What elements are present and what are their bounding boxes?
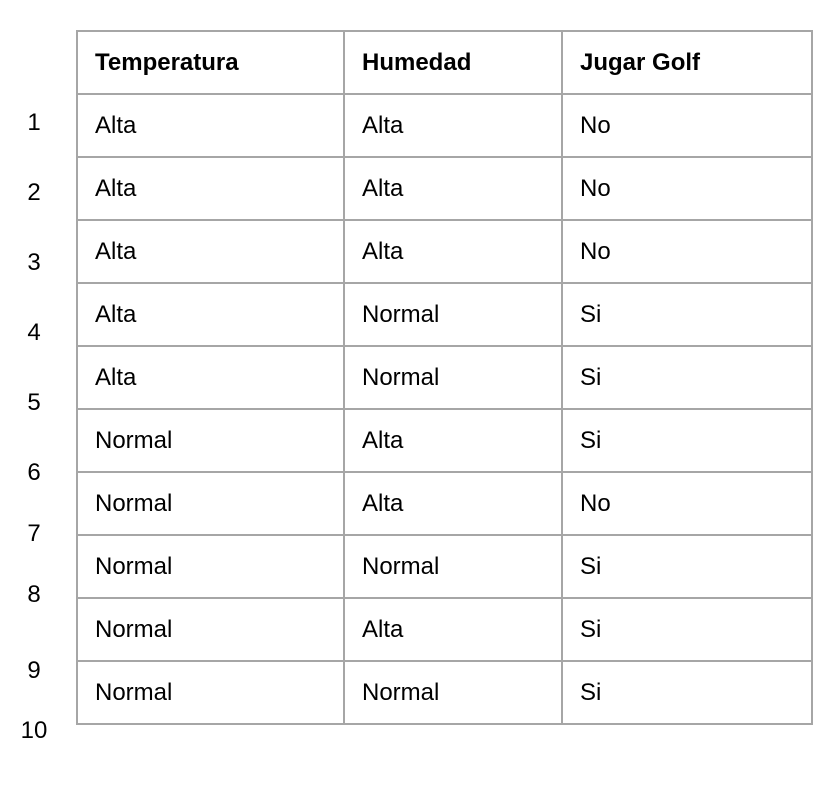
table-cell-temperatura: Normal: [76, 597, 345, 662]
row-number: 4: [27, 319, 41, 346]
table-cell-humedad: Normal: [343, 534, 563, 599]
table-cell-temperatura: Normal: [76, 471, 345, 536]
table-cell-temperatura: Normal: [76, 534, 345, 599]
row-number: 8: [27, 581, 41, 608]
table-cell-jugar-golf: Si: [561, 534, 813, 599]
row-number: 6: [27, 459, 41, 486]
table-cell-jugar-golf: No: [561, 93, 813, 158]
table-cell-humedad: Alta: [343, 408, 563, 473]
table-row: Alta Normal Si: [76, 282, 813, 347]
table-cell-temperatura: Alta: [76, 93, 345, 158]
table-cell-jugar-golf: No: [561, 219, 813, 284]
table-cell-humedad: Alta: [343, 471, 563, 536]
table-cell-jugar-golf: Si: [561, 282, 813, 347]
table-row: Alta Normal Si: [76, 345, 813, 410]
table-cell-humedad: Normal: [343, 282, 563, 347]
table-row: Normal Normal Si: [76, 534, 813, 599]
column-header-jugar-golf: Jugar Golf: [561, 30, 813, 95]
row-number: 7: [27, 520, 41, 547]
table-cell-temperatura: Normal: [76, 660, 345, 725]
row-number: 5: [27, 389, 41, 416]
table-row: Alta Alta No: [76, 156, 813, 221]
table-row: Normal Alta Si: [76, 408, 813, 473]
table-cell-jugar-golf: No: [561, 156, 813, 221]
table-row: Alta Alta No: [76, 219, 813, 284]
table-cell-humedad: Normal: [343, 660, 563, 725]
table-cell-humedad: Alta: [343, 93, 563, 158]
table-cell-temperatura: Alta: [76, 219, 345, 284]
table-cell-humedad: Alta: [343, 156, 563, 221]
table-cell-humedad: Alta: [343, 219, 563, 284]
table-cell-temperatura: Alta: [76, 282, 345, 347]
table-cell-jugar-golf: Si: [561, 597, 813, 662]
table-row: Alta Alta No: [76, 93, 813, 158]
table-cell-temperatura: Alta: [76, 345, 345, 410]
row-number: 2: [27, 179, 41, 206]
table-cell-humedad: Alta: [343, 597, 563, 662]
data-table: Temperatura Humedad Jugar Golf Alta Alta…: [76, 30, 813, 725]
row-number-column: 1 2 3 4 5 6 7 8 9 10: [0, 0, 70, 798]
column-header-temperatura: Temperatura: [76, 30, 345, 95]
table-header-row: Temperatura Humedad Jugar Golf: [76, 30, 813, 95]
table-cell-humedad: Normal: [343, 345, 563, 410]
table-cell-jugar-golf: Si: [561, 345, 813, 410]
row-number: 10: [20, 717, 48, 744]
row-number: 9: [27, 657, 41, 684]
table-cell-jugar-golf: No: [561, 471, 813, 536]
table-cell-temperatura: Alta: [76, 156, 345, 221]
table-cell-jugar-golf: Si: [561, 408, 813, 473]
row-number: 1: [27, 109, 41, 136]
table-cell-temperatura: Normal: [76, 408, 345, 473]
table-row: Normal Normal Si: [76, 660, 813, 725]
table-cell-jugar-golf: Si: [561, 660, 813, 725]
table-row: Normal Alta No: [76, 471, 813, 536]
table-row: Normal Alta Si: [76, 597, 813, 662]
row-number: 3: [27, 249, 41, 276]
column-header-humedad: Humedad: [343, 30, 563, 95]
